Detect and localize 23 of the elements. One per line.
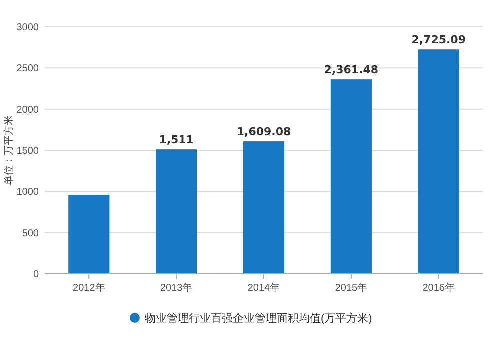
bar [156, 150, 198, 274]
data-label: 2,725.09 [412, 34, 466, 47]
x-tick-label: 2013年 [160, 282, 193, 294]
data-label: 1,511 [159, 134, 194, 147]
y-tick-label: 0 [33, 270, 40, 280]
y-tick-label: 500 [22, 228, 40, 240]
x-tick-label: 2014年 [248, 282, 280, 294]
data-label: 2,361.48 [324, 64, 379, 77]
legend-label: 物业管理行业百强企业管理面积均值(万平方米) [145, 312, 372, 325]
x-tick-label: 2016年 [422, 282, 455, 294]
bar [330, 80, 372, 274]
bar [418, 50, 460, 274]
y-axis-title: 单位：万平方米 [3, 116, 15, 186]
y-tick-label: 2500 [16, 64, 40, 75]
y-tick-label: 2000 [16, 104, 40, 116]
data-label: 1,609.08 [236, 126, 292, 139]
y-tick-label: 1500 [16, 146, 40, 157]
y-tick-label: 1000 [16, 187, 40, 198]
x-tick-label: 2012年 [73, 282, 106, 294]
y-tick-label: 3000 [16, 22, 40, 34]
bar [243, 142, 285, 274]
x-tick-label: 2015年 [335, 282, 368, 294]
bar [68, 194, 110, 274]
